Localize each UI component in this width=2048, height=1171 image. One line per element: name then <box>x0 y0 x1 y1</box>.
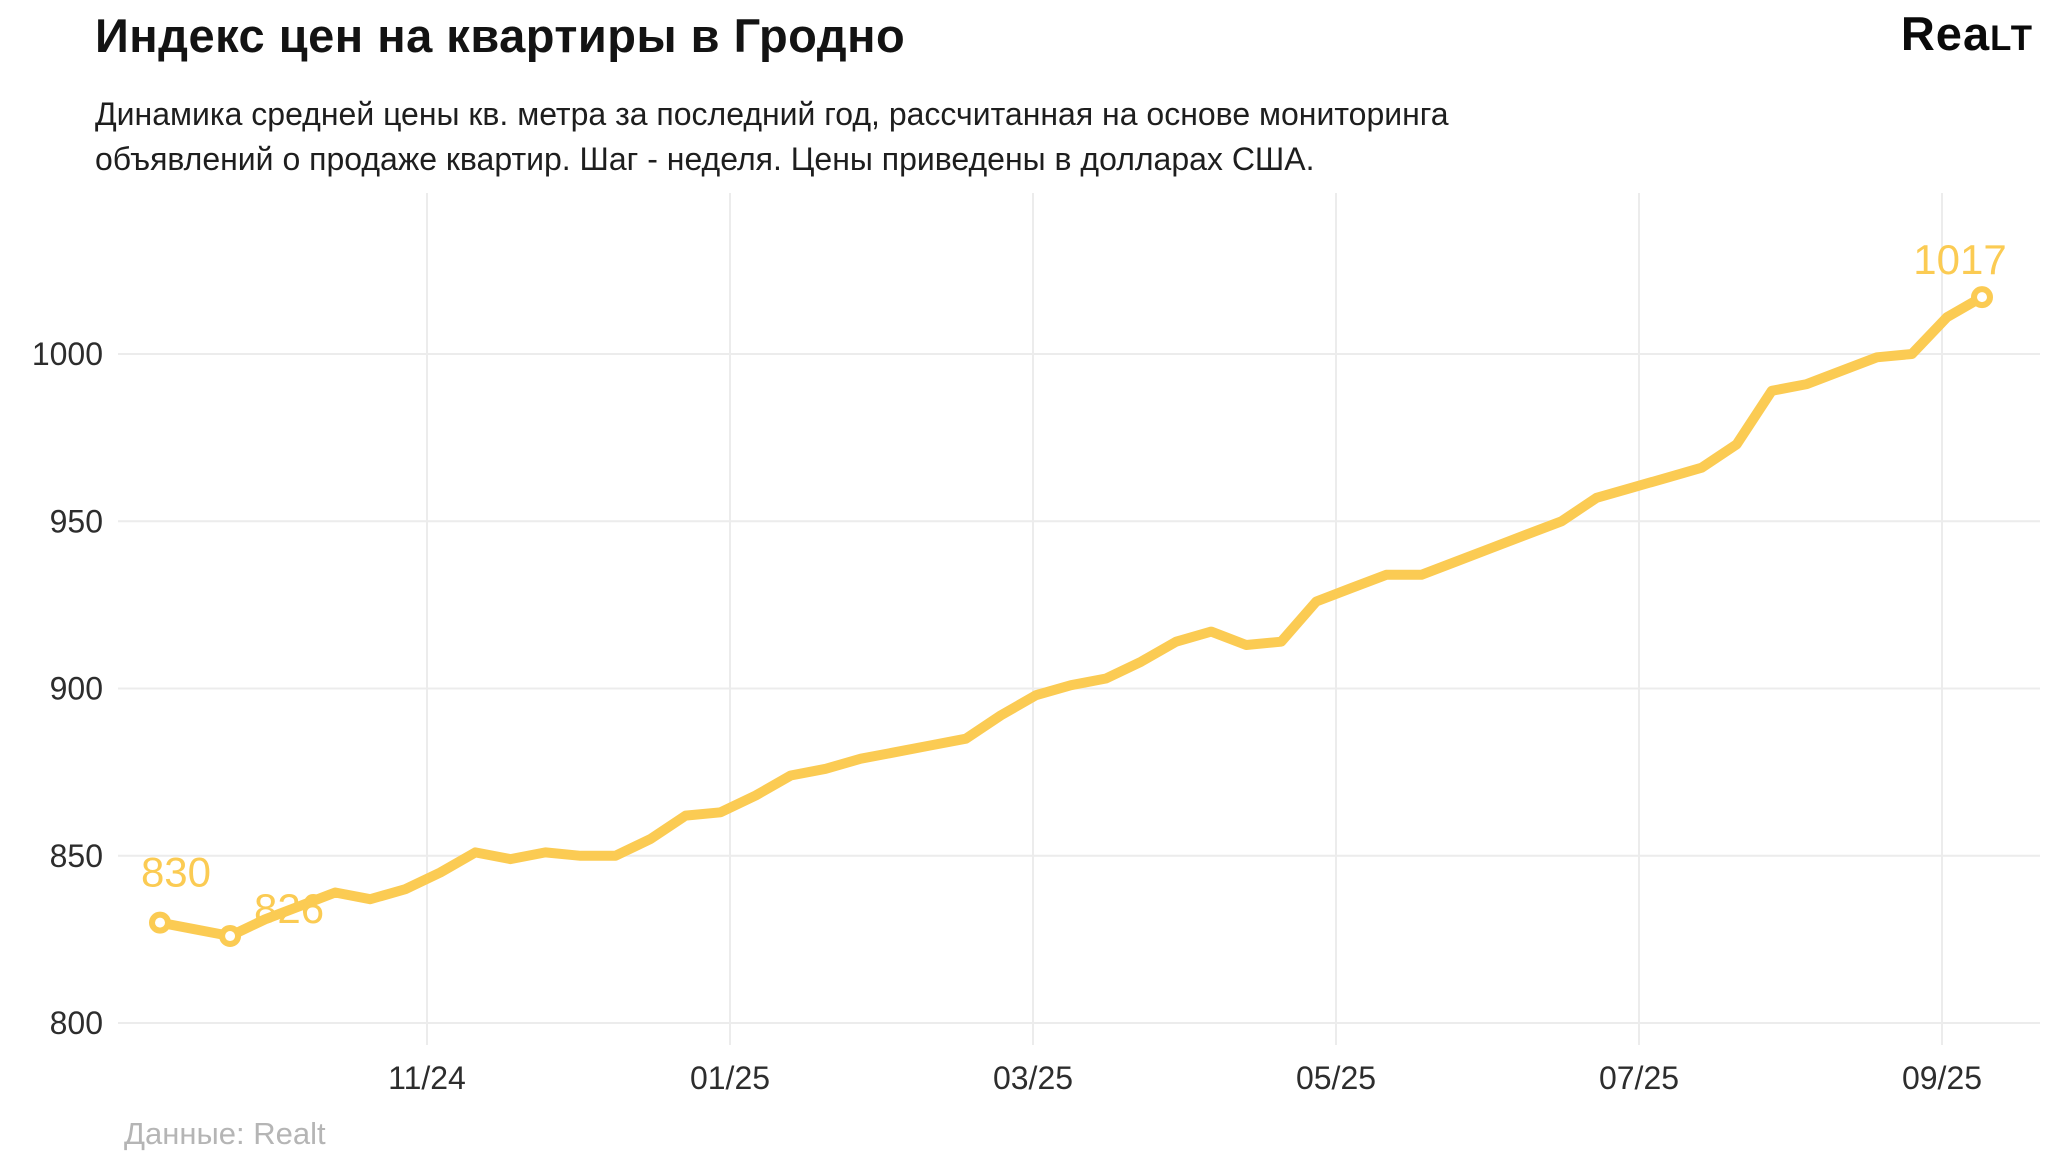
page-subtitle-line1: Динамика средней цены кв. метра за после… <box>95 96 1449 132</box>
point-label-826: 826 <box>254 885 324 932</box>
price-line <box>155 292 1987 941</box>
page-subtitle: Динамика средней цены кв. метра за после… <box>95 92 1449 182</box>
y-axis-label-900: 900 <box>50 671 103 707</box>
point-label-830: 830 <box>141 849 211 896</box>
point-marker-826 <box>219 925 242 948</box>
page-title: Индекс цен на квартиры в Гродно <box>95 9 906 62</box>
realt-logo-suffix: lt <box>1990 20 2034 58</box>
x-axis-label-03/25: 03/25 <box>993 1060 1073 1096</box>
x-axis-label-07/25: 07/25 <box>1599 1060 1679 1096</box>
y-axis-label-950: 950 <box>50 503 103 539</box>
point-label-1017: 1017 <box>1913 236 2006 283</box>
x-axis-label-11/24: 11/24 <box>388 1060 466 1096</box>
data-source-note: Данные: Realt <box>124 1116 326 1151</box>
realt-logo: Realt <box>1901 6 2034 61</box>
y-axis-label-850: 850 <box>50 838 103 874</box>
point-marker-830 <box>149 911 171 934</box>
page-subtitle-line2: объявлений о продаже квартир. Шаг - неде… <box>95 141 1315 177</box>
x-axis-label-01/25: 01/25 <box>690 1060 770 1096</box>
point-marker-1017 <box>1971 286 1993 309</box>
realt-logo-prefix: Rea <box>1900 7 1991 60</box>
x-axis-label-09/25: 09/25 <box>1902 1060 1982 1096</box>
x-axis-label-05/25: 05/25 <box>1296 1060 1376 1096</box>
y-axis-label-1000: 1000 <box>32 336 103 372</box>
y-axis-label-800: 800 <box>50 1005 103 1041</box>
